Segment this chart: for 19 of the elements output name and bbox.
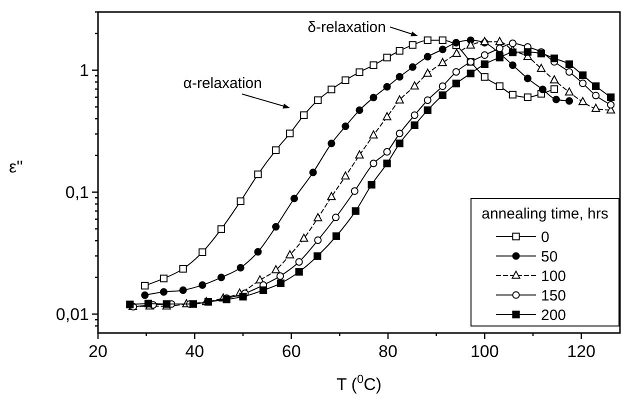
y-tick-label: 1 [80, 61, 89, 80]
x-tick-label: 40 [185, 342, 204, 361]
legend-label: 100 [541, 268, 566, 285]
x-tick-label: 20 [88, 342, 108, 361]
annotation: δ-relaxation [308, 19, 386, 36]
y-axis-title: ε'' [8, 158, 24, 176]
annotation: α-relaxation [183, 75, 262, 92]
y-tick-label: 0,01 [56, 305, 89, 324]
x-tick-label: 120 [567, 342, 596, 361]
x-axis-title: T ($^{0}$C) [336, 372, 382, 394]
y-tick-label: 0,1 [65, 183, 89, 202]
x-tick-label: 100 [470, 342, 499, 361]
legend-label: 50 [541, 248, 558, 266]
legend-title: annealing time, hrs [482, 206, 608, 222]
legend-label: 0 [541, 228, 550, 246]
legend-label: 200 [541, 306, 566, 324]
x-tick-label: 60 [282, 342, 301, 361]
legend-label: 150 [541, 287, 566, 304]
x-tick-label: 80 [378, 342, 398, 361]
